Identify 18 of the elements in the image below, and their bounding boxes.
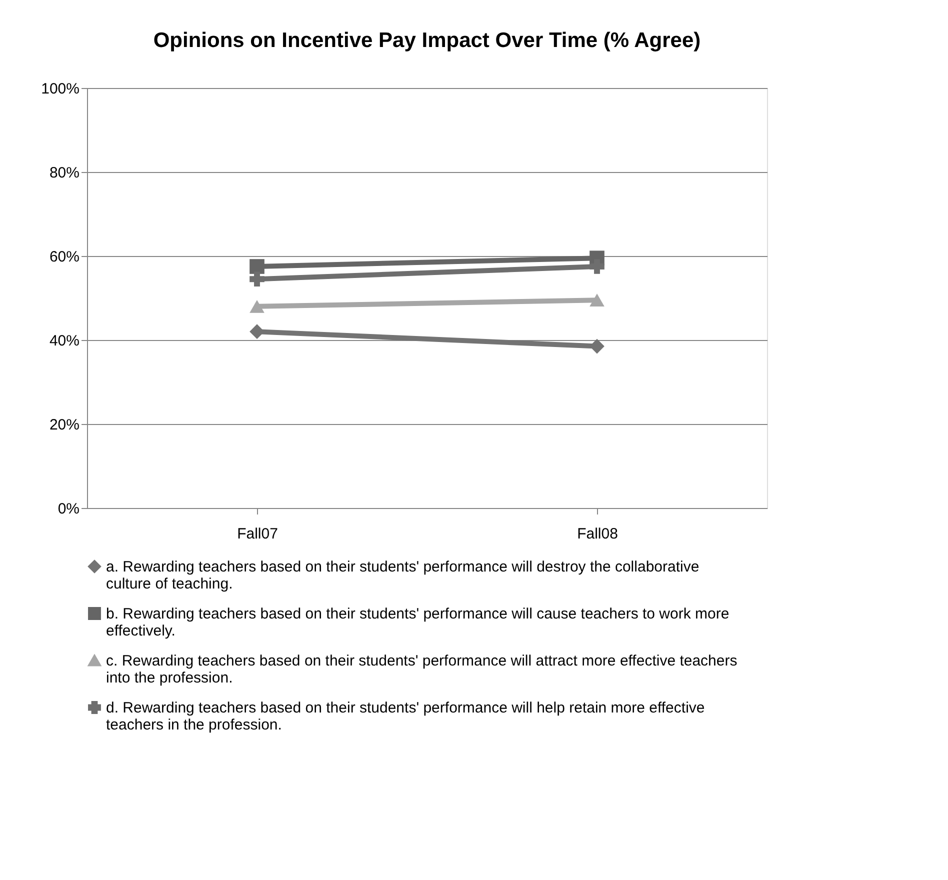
legend-label: c. Rewarding teachers based on their students' performance will attract more effective teachers into the profession. <box>106 652 738 686</box>
point <box>590 259 604 274</box>
y-tick-label: 100% <box>41 80 80 98</box>
legend-label: b. Rewarding teachers based on their students' performance will cause teachers to work more effectively. <box>106 606 730 640</box>
point <box>250 324 264 340</box>
point <box>590 338 604 354</box>
x-tick-label: Fall07 <box>237 526 278 542</box>
y-tick-label: 80% <box>49 164 80 182</box>
y-tick-label: 60% <box>49 248 80 266</box>
legend-label: d. Rewarding teachers based on their students' performance will help retain more effective teachers in the profession. <box>106 700 705 734</box>
point <box>250 259 264 274</box>
legend-label: a. Rewarding teachers based on their students' performance will destroy the collaborative culture of teaching. <box>106 558 700 592</box>
y-tick-label: 20% <box>49 416 80 434</box>
point <box>250 272 264 287</box>
chart-title: Opinions on Incentive Pay Impact Over Time (% Agree) <box>153 29 701 52</box>
y-tick-label: 0% <box>58 500 80 518</box>
y-tick-label: 40% <box>49 332 80 350</box>
x-tick-label: Fall08 <box>577 526 618 542</box>
